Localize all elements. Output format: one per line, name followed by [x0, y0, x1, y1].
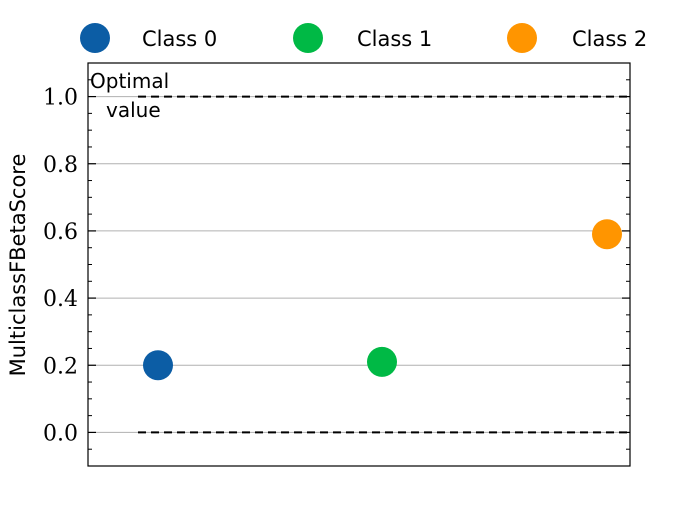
- reference-lines: [138, 95, 630, 434]
- optimal-annotation-line1: Optimal: [90, 69, 169, 93]
- y-axis-tick-labels: 0.0 0.2 0.4 0.6 0.8 1.0: [43, 86, 78, 447]
- data-points: [143, 219, 622, 381]
- y-tick-label: 0.6: [43, 220, 78, 245]
- y-tick-label: 0.2: [43, 354, 78, 379]
- legend-label-class-0: Class 0: [142, 27, 217, 51]
- legend-marker-class-2: [507, 23, 537, 53]
- legend-label-class-1: Class 1: [357, 27, 432, 51]
- y-axis-label: MulticlassFBetaScore: [6, 154, 30, 377]
- y-tick-label: 0.8: [43, 153, 78, 178]
- legend: Class 0 Class 1 Class 2: [80, 23, 647, 53]
- y-axis-ticks: [88, 62, 630, 467]
- data-point-class-2: [592, 219, 622, 250]
- y-tick-label: 0.0: [43, 421, 78, 446]
- legend-label-class-2: Class 2: [572, 27, 647, 51]
- data-point-class-1: [367, 346, 397, 377]
- grid-lines: [88, 96, 630, 433]
- plot-frame: [87, 62, 631, 467]
- data-point-class-0: [143, 350, 173, 381]
- legend-marker-class-0: [80, 23, 110, 53]
- y-tick-label: 1.0: [43, 86, 78, 111]
- legend-marker-class-1: [293, 23, 323, 53]
- y-tick-label: 0.4: [43, 287, 78, 312]
- optimal-annotation-line2: value: [106, 98, 161, 122]
